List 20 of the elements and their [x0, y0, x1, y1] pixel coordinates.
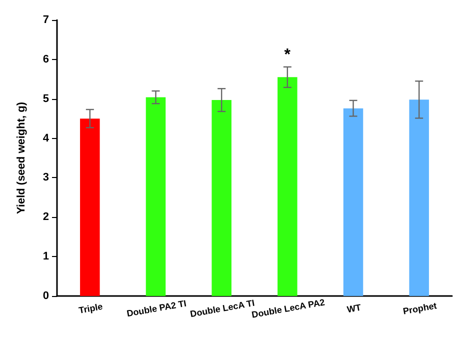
x-tick-label: Double PA2 TI: [126, 298, 188, 319]
x-tick-label: Triple: [78, 301, 104, 316]
y-tick-label: 5: [42, 92, 49, 105]
y-tick-label: 2: [42, 211, 49, 224]
y-tick-label: 7: [42, 14, 49, 26]
y-tick-label: 6: [42, 53, 49, 66]
bar: [409, 100, 429, 296]
y-tick-label: 1: [42, 250, 49, 263]
y-tick-label: 3: [42, 172, 49, 184]
bar: [212, 100, 232, 296]
y-tick-label: 0: [42, 290, 49, 302]
y-axis-title: Yield (seed weight, g): [16, 102, 28, 214]
bar: [278, 77, 298, 296]
x-tick-label: WT: [346, 302, 362, 315]
y-tick-label: 4: [42, 132, 50, 144]
bar: [80, 118, 100, 296]
x-tick-label: Prophet: [402, 300, 438, 316]
annotation: *: [284, 46, 292, 64]
bar: [146, 97, 166, 296]
bar: [343, 108, 364, 296]
